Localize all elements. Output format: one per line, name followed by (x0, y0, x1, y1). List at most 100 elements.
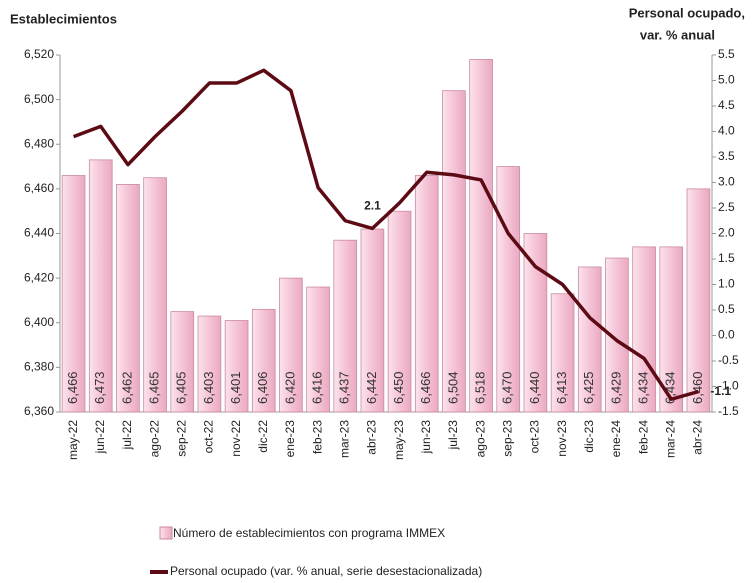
x-tick-label: dic-23 (582, 420, 596, 453)
x-tick-label: may-22 (66, 420, 80, 460)
y2-tick-label: 5.5 (718, 47, 735, 61)
bar (550, 293, 575, 413)
y-tick-label: 6,420 (24, 270, 54, 284)
bar-label: 6,434 (663, 371, 678, 404)
bar-label: 6,460 (690, 371, 705, 404)
x-tick-label: ene-24 (609, 420, 623, 458)
bar-label: 6,462 (119, 371, 134, 404)
y2-axis-title: Personal ocupado, (629, 5, 745, 20)
y2-tick-label: 5.0 (718, 73, 735, 87)
y2-tick-label: 0.0 (718, 328, 735, 342)
bar-label: 6,413 (554, 371, 569, 404)
y2-tick-label: -1.0 (718, 379, 739, 393)
x-tick-label: ago-22 (147, 420, 161, 458)
x-tick-label: nov-23 (555, 420, 569, 457)
bar-label: 6,437 (337, 371, 352, 404)
x-tick-label: sep-22 (174, 420, 188, 457)
bar (414, 175, 439, 413)
bar-label: 6,470 (500, 371, 515, 404)
bar-label: 6,425 (581, 371, 596, 404)
x-tick-label: jun-22 (93, 420, 107, 455)
y-tick-label: 6,400 (24, 315, 54, 329)
bar-label: 6,403 (201, 371, 216, 404)
bar (523, 233, 548, 413)
y-tick-label: 6,360 (24, 404, 54, 418)
legend-swatch (159, 526, 173, 540)
bar (632, 246, 656, 413)
y-axis-title: Establecimientos (10, 11, 117, 26)
bar-label: 6,473 (92, 371, 107, 404)
y-tick-label: 6,460 (24, 181, 54, 195)
y2-axis-title: var. % anual (640, 27, 715, 42)
bar (116, 184, 140, 413)
y2-tick-label: 3.5 (718, 149, 735, 163)
x-tick-label: feb-24 (636, 420, 650, 454)
bar (251, 308, 276, 413)
y-tick-label: 6,440 (24, 226, 54, 240)
bar (659, 246, 684, 413)
bar-label: 6,504 (445, 371, 460, 404)
bar (577, 266, 602, 413)
bar (387, 210, 412, 413)
bar-label: 6,429 (608, 371, 623, 404)
x-tick-label: jul-22 (120, 420, 134, 451)
bar-label: 6,406 (255, 371, 270, 404)
bar (279, 277, 303, 413)
x-tick-label: ene-23 (283, 420, 297, 458)
y2-tick-label: -1.5 (718, 404, 739, 418)
x-tick-label: oct-22 (202, 420, 216, 454)
bar (686, 188, 711, 413)
bar-label: 6,416 (310, 371, 325, 404)
bar-label: 6,405 (174, 371, 189, 404)
x-tick-label: abr-23 (365, 420, 379, 455)
x-tick-label: mar-24 (663, 420, 677, 458)
bar-label: 6,420 (282, 371, 297, 404)
x-tick-label: abr-24 (691, 420, 705, 455)
x-tick-label: feb-23 (310, 420, 324, 454)
y2-tick-label: 3.0 (718, 175, 735, 189)
bar (442, 90, 466, 413)
bar (88, 159, 113, 413)
x-tick-label: may-23 (392, 420, 406, 460)
bar (224, 320, 249, 413)
bar (61, 175, 86, 413)
bar-label: 6,434 (636, 371, 651, 404)
bar-label: 6,440 (527, 371, 542, 404)
y2-tick-label: 4.5 (718, 98, 735, 112)
y2-tick-label: 2.5 (718, 200, 735, 214)
y2-tick-label: 1.5 (718, 251, 735, 265)
y2-tick-label: 1.0 (718, 277, 735, 291)
y-tick-label: 6,520 (24, 47, 54, 61)
bar-label: 6,465 (147, 371, 162, 404)
x-tick-label: jul-23 (446, 420, 460, 451)
bar (469, 59, 493, 413)
bar-label: 6,518 (473, 371, 488, 404)
data-label: 2.1 (364, 199, 381, 213)
x-tick-label: dic-22 (256, 420, 270, 453)
bar-label: 6,442 (364, 371, 379, 404)
bar-label: 6,466 (65, 371, 80, 404)
line (72, 68, 699, 401)
y2-tick-label: 0.5 (718, 302, 735, 316)
data-label: -1.1 (710, 384, 731, 398)
y2-tick-label: -0.5 (718, 353, 739, 367)
bar (605, 257, 629, 413)
bar (143, 177, 167, 413)
bar (170, 311, 195, 413)
bar (197, 315, 222, 413)
bar (496, 166, 521, 413)
bar-label: 6,466 (418, 371, 433, 404)
y2-tick-label: 4.0 (718, 124, 735, 138)
y-tick-label: 6,480 (24, 136, 54, 150)
y-tick-label: 6,380 (24, 360, 54, 374)
x-tick-label: nov-22 (229, 420, 243, 457)
x-tick-label: mar-23 (337, 420, 351, 458)
y2-tick-label: 2.0 (718, 226, 735, 240)
y-tick-label: 6,500 (24, 92, 54, 106)
legend-label: Personal ocupado (var. % anual, serie de… (170, 564, 482, 578)
x-tick-label: jun-23 (419, 420, 433, 455)
x-tick-label: oct-23 (528, 420, 542, 454)
x-tick-label: ago-23 (473, 420, 487, 458)
x-tick-label: sep-23 (500, 420, 514, 457)
